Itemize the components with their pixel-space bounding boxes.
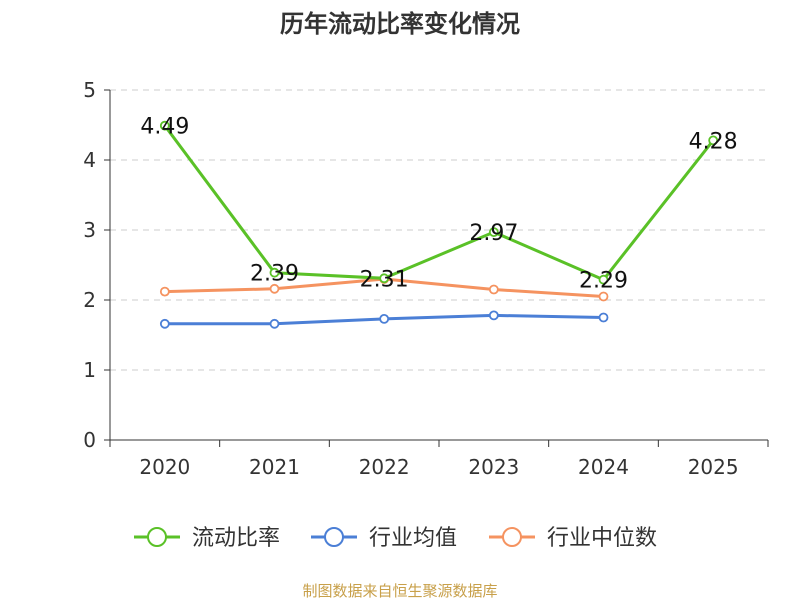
series-layer [159,120,719,329]
legend-label: 流动比率 [192,526,280,551]
legend-label: 行业中位数 [547,526,657,551]
y-tick-label: 2 [83,288,96,312]
data-label: 4.28 [689,129,738,154]
x-tick-label: 2021 [249,455,300,479]
data-point [598,312,609,323]
data-point [488,227,499,238]
data-labels: 4.49 2.39 2.31 2.97 2.29 4.28 [140,115,737,294]
data-label: 2.97 [469,221,518,246]
chart-title: 历年流动比率变化情况 [280,10,520,38]
data-point [269,283,280,294]
x-tick-label: 2024 [578,455,629,479]
x-tick-label: 2022 [359,455,410,479]
legend-marker [324,527,344,547]
data-label: 2.29 [579,269,628,294]
source-note: 制图数据来自恒生聚源数据库 [302,582,497,600]
x-tick-label: 2023 [468,455,519,479]
data-point [159,120,170,131]
grid-lines [110,89,768,371]
y-tick-label: 3 [83,218,96,242]
series-line [163,124,715,282]
data-point [269,267,280,278]
data-point [269,318,280,329]
y-tick-label: 0 [83,428,96,452]
y-tick-label: 1 [83,358,96,382]
data-label: 4.49 [140,115,189,140]
data-point [488,284,499,295]
data-point [159,286,170,297]
legend-label: 行业均值 [369,526,457,551]
data-point [598,291,609,302]
x-tick-label: 2025 [688,455,739,479]
y-tick-label: 4 [83,148,96,172]
data-label: 2.39 [250,262,299,287]
legend[interactable]: 流动比率 行业均值 行业中位数 [134,526,657,551]
axes: 0 1 2 3 4 5 2020 2021 2022 2023 2024 2025 [83,78,769,479]
data-point [379,273,390,284]
data-point [488,310,499,321]
x-tick-label: 2020 [139,455,190,479]
legend-marker [502,527,522,547]
data-point [159,318,170,329]
data-point [708,135,719,146]
y-tick-label: 5 [83,78,96,102]
legend-marker [147,527,167,547]
data-label: 2.31 [360,267,409,292]
data-point [379,313,390,324]
data-point [598,274,609,285]
